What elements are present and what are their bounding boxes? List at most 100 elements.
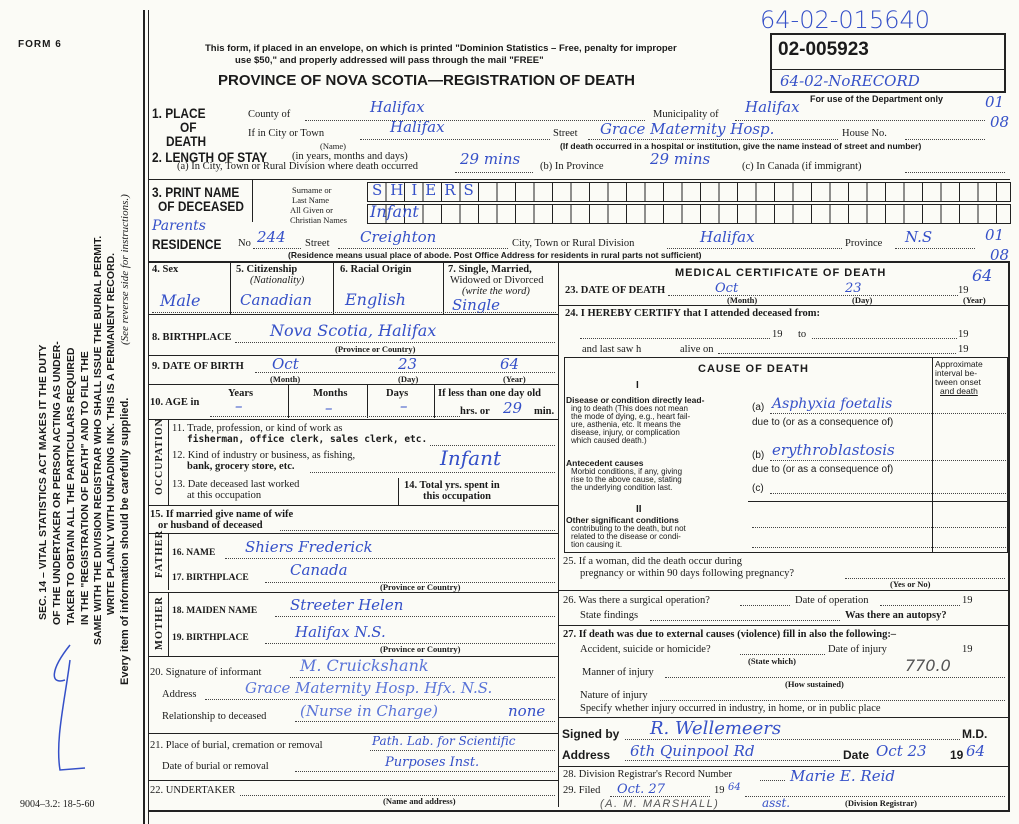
birthplace-label: 8. BIRTHPLACE (152, 332, 232, 343)
months-label: Months (313, 388, 348, 399)
given-names-boxes[interactable] (367, 204, 1011, 224)
surname-boxes[interactable] (367, 182, 1011, 202)
nineteen-label: 19 (950, 748, 964, 762)
form-border (143, 10, 145, 824)
specify-label: Specify whether injury occurred in indus… (580, 703, 881, 714)
last-saw-label: and last saw h (582, 344, 642, 355)
q15-label: 15. If married give name of wife (150, 509, 294, 520)
to-label: to (798, 329, 807, 340)
age-min: 29 (503, 399, 523, 417)
q28-label: 28. Division Registrar's Record Number (563, 769, 732, 780)
other-conditions-note: tion causing it. (571, 540, 623, 549)
form-title: PROVINCE OF NOVA SCOTIA—REGISTRATION OF … (218, 72, 635, 89)
street-value: Grace Maternity Hosp. (600, 120, 775, 138)
stay-b-value: 29 mins (650, 150, 711, 168)
days-label: Days (386, 388, 409, 399)
disease-note: ure, asthenia, etc. It means the (571, 420, 681, 429)
birthplace-value: Nova Scotia, Halifax (270, 321, 437, 340)
name-note: (Name) (320, 141, 346, 151)
assistant-note: asst. (762, 796, 791, 810)
q27-label: 27. If death was due to external causes … (563, 629, 897, 640)
city-label: If in City or Town (248, 128, 325, 139)
every-item-note: Every item of information should be care… (119, 397, 131, 685)
nature-label: Nature of injury (580, 690, 648, 701)
q13-label-2: at this occupation (187, 490, 262, 501)
mother-maiden-name: Streeter Helen (290, 596, 404, 614)
informant-address: Grace Maternity Hosp. Hfx. N.S. (245, 679, 493, 697)
given-label: All Given or (290, 205, 333, 215)
prov-country-note: (Province or Country) (380, 582, 461, 592)
physician-address: 6th Quinpool Rd (630, 742, 755, 760)
cause-title: CAUSE OF DEATH (698, 363, 809, 375)
signed-date: Oct 23 (876, 742, 927, 760)
q23-label: 23. DATE OF DEATH (565, 285, 666, 296)
cause-a-label: (a) (752, 402, 765, 413)
christian-label: Christian Names (290, 215, 347, 225)
month-note: (Month) (727, 295, 758, 305)
death-day: 23 (845, 281, 862, 296)
less-day-label: If less than one day old (438, 388, 541, 399)
dob-month: Oct (272, 355, 299, 373)
prov-country-note: (Province or Country) (380, 644, 461, 654)
nineteen-label: 19 (714, 785, 725, 796)
marital-label-2: Widowed or Divorced (450, 275, 544, 286)
physician-signature: R. Wellemeers (650, 718, 782, 739)
year-note: (Year) (963, 295, 986, 305)
citizenship-value: Canadian (240, 291, 313, 309)
racial-value: English (345, 290, 406, 309)
city-value: Halifax (390, 118, 445, 136)
last-name-label: Last Name (292, 195, 330, 205)
father-name: Shiers Frederick (245, 538, 373, 556)
autopsy-label: Was there an autopsy? (845, 610, 947, 621)
min-label: min. (534, 406, 555, 417)
signed-by-label: Signed by (562, 727, 620, 741)
day-note: (Day) (852, 295, 873, 305)
physician-address-label: Address (562, 748, 611, 762)
burial-place: Path. Lab. for Scientific (372, 734, 516, 748)
other-conditions-note: related to the disease or condi- (571, 532, 681, 541)
dept-only-label: For use of the Department only (810, 94, 944, 104)
res-street-value: Creighton (360, 228, 437, 246)
age-years: – (235, 397, 243, 415)
filed-date: Oct. 27 (617, 782, 665, 797)
yes-no-note: (Yes or No) (890, 579, 931, 589)
disease-note: ing to death (This does not mean (571, 404, 688, 413)
q19-label: 19. BIRTHPLACE (172, 633, 249, 643)
occupation-value: Infant (440, 446, 502, 470)
father-birthplace: Canada (290, 561, 348, 579)
racial-label: 6. Racial Origin (340, 264, 412, 275)
q15-label-2: or husband of deceased (158, 520, 263, 531)
q20-label: 20. Signature of informant (150, 667, 262, 678)
occupation-label: OCCUPATION (154, 418, 165, 495)
stay-label: 2. LENGTH OF STAY (152, 149, 268, 165)
q21-label: 21. Place of burial, cremation or remova… (150, 740, 323, 751)
res-note: (Residence means usual place of abode. P… (288, 250, 702, 260)
hospital-note: (If death occurred in a hospital or inst… (560, 141, 922, 151)
burial-date-label: Date of burial or removal (162, 761, 269, 772)
municipality-label: Municipality of (653, 109, 719, 120)
res-prov-value: N.S (905, 228, 933, 246)
q11-label: 11. Trade, profession, or kind of work a… (172, 423, 343, 434)
hrs-label: hrs. or (460, 406, 490, 417)
nineteen-label: 19 (962, 595, 973, 606)
dob-year: 64 (500, 355, 520, 373)
year-note: (Year) (503, 374, 526, 384)
given-value: Infant (370, 202, 419, 221)
cause-b-value: erythroblastosis (772, 441, 895, 459)
disease-note: which caused death.) (571, 436, 647, 445)
informant-signature: M. Cruickshank (300, 656, 429, 675)
house-label: House No. (842, 128, 887, 139)
q16-label: 16. NAME (172, 548, 216, 558)
nineteen-label: 19 (958, 344, 969, 355)
q13-label: 13. Date deceased last worked (172, 479, 300, 490)
informant-address-label: Address (162, 689, 197, 700)
form-number: FORM 6 (18, 39, 62, 50)
margin-code: 01 (985, 226, 1005, 244)
q25-label-2: pregnancy or within 90 days following pr… (580, 568, 795, 579)
marshall-stamp: (A. M. MARSHALL) (600, 798, 720, 810)
mother-birthplace: Halifax N.S. (295, 623, 386, 641)
antecedent-note: Morbid conditions, if any, giving (571, 467, 683, 476)
cause-b-label: (b) (752, 450, 765, 461)
death-label: DEATH (166, 133, 207, 149)
res-city-label: City, Town or Rural Division (512, 238, 635, 249)
